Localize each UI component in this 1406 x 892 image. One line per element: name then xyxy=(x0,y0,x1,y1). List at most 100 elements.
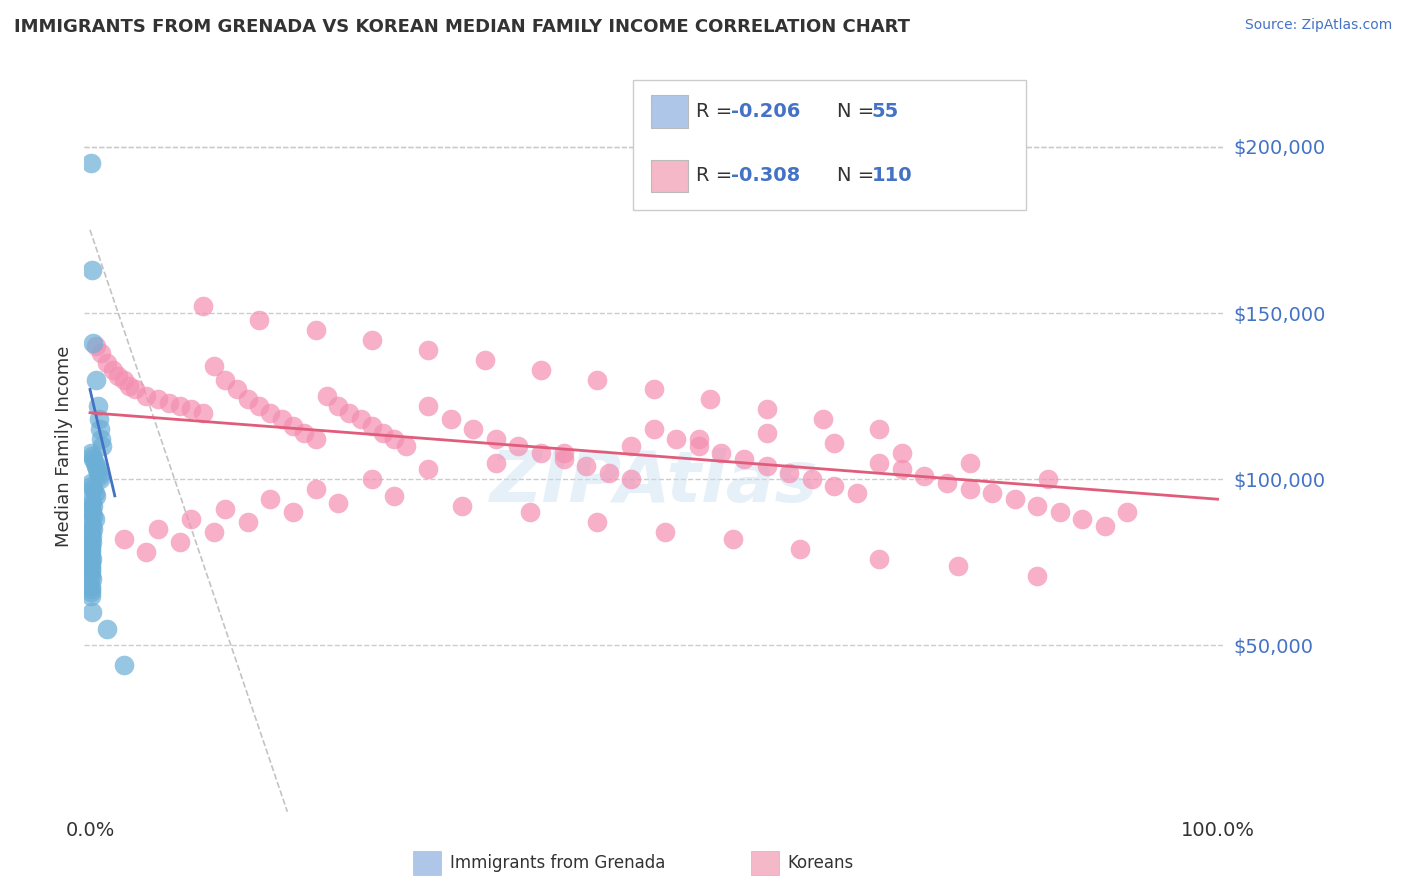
Point xyxy=(688,433,710,447)
Point xyxy=(326,399,349,413)
Point xyxy=(82,479,104,493)
Point xyxy=(80,502,103,516)
Text: -0.308: -0.308 xyxy=(731,166,800,186)
Point xyxy=(890,445,912,459)
Text: 110: 110 xyxy=(872,166,912,186)
Point xyxy=(135,389,157,403)
Point xyxy=(1071,512,1094,526)
Point xyxy=(270,412,292,426)
Point xyxy=(82,262,104,277)
Point xyxy=(755,402,778,417)
Text: -0.206: -0.206 xyxy=(731,102,800,121)
Point xyxy=(845,485,868,500)
Point xyxy=(553,445,575,459)
Point xyxy=(643,422,665,436)
Text: R =: R = xyxy=(696,166,738,186)
Text: R =: R = xyxy=(696,102,738,121)
Point xyxy=(959,482,981,496)
Point xyxy=(778,466,800,480)
Point xyxy=(710,445,733,459)
Text: Immigrants from Grenada: Immigrants from Grenada xyxy=(450,854,665,872)
Point xyxy=(82,529,104,543)
Point xyxy=(80,558,103,573)
Point xyxy=(247,399,270,413)
Point xyxy=(191,299,214,313)
Point xyxy=(83,485,105,500)
Point xyxy=(169,535,191,549)
Point xyxy=(80,539,103,553)
Point xyxy=(82,518,104,533)
Point xyxy=(315,389,337,403)
Point xyxy=(80,555,103,569)
Point xyxy=(620,439,643,453)
Point xyxy=(868,552,890,566)
Point xyxy=(395,439,418,453)
Point xyxy=(82,552,104,566)
Point xyxy=(304,482,326,496)
Point xyxy=(214,372,236,386)
Point xyxy=(304,433,326,447)
Point xyxy=(236,392,259,407)
Point xyxy=(721,532,744,546)
Point xyxy=(485,433,508,447)
Point xyxy=(789,542,811,557)
Point xyxy=(586,516,609,530)
Point xyxy=(80,568,103,582)
Point xyxy=(259,492,281,507)
Point xyxy=(349,412,371,426)
Point xyxy=(101,362,124,376)
Point xyxy=(146,392,169,407)
Point xyxy=(530,362,553,376)
Point xyxy=(80,562,103,576)
Point xyxy=(936,475,959,490)
Point xyxy=(82,449,104,463)
Point xyxy=(82,506,104,520)
Point xyxy=(485,456,508,470)
Point xyxy=(1004,492,1026,507)
Point xyxy=(80,532,103,546)
Point xyxy=(84,489,107,503)
Point xyxy=(87,469,110,483)
Point xyxy=(80,492,103,507)
Point xyxy=(912,469,935,483)
Point xyxy=(337,406,360,420)
Point xyxy=(1049,506,1071,520)
Point xyxy=(948,558,970,573)
Point xyxy=(361,419,384,434)
Point xyxy=(733,452,755,467)
Point xyxy=(112,658,135,673)
Text: Source: ZipAtlas.com: Source: ZipAtlas.com xyxy=(1244,18,1392,32)
Text: ZIPAtlas: ZIPAtlas xyxy=(489,448,818,517)
Point xyxy=(82,335,104,350)
Point xyxy=(247,312,270,326)
Y-axis label: Median Family Income: Median Family Income xyxy=(55,345,73,547)
Point xyxy=(82,482,104,496)
Point xyxy=(688,439,710,453)
Point xyxy=(373,425,395,440)
Point xyxy=(82,535,104,549)
Text: N =: N = xyxy=(837,166,880,186)
Point xyxy=(80,566,103,580)
Point xyxy=(87,466,110,480)
Point xyxy=(84,372,107,386)
Point xyxy=(530,445,553,459)
Point xyxy=(1026,568,1049,582)
Point xyxy=(586,372,609,386)
Point xyxy=(890,462,912,476)
Point xyxy=(169,399,191,413)
Point xyxy=(96,622,118,636)
Point xyxy=(800,472,823,486)
Point xyxy=(82,499,104,513)
Point xyxy=(112,372,135,386)
Point xyxy=(259,406,281,420)
Point xyxy=(112,532,135,546)
Point xyxy=(191,406,214,420)
Point xyxy=(281,506,304,520)
Point xyxy=(89,472,111,486)
Point xyxy=(281,419,304,434)
Point xyxy=(80,545,103,559)
Point xyxy=(84,458,107,473)
Point xyxy=(80,475,103,490)
Point xyxy=(643,383,665,397)
Point xyxy=(80,585,103,599)
